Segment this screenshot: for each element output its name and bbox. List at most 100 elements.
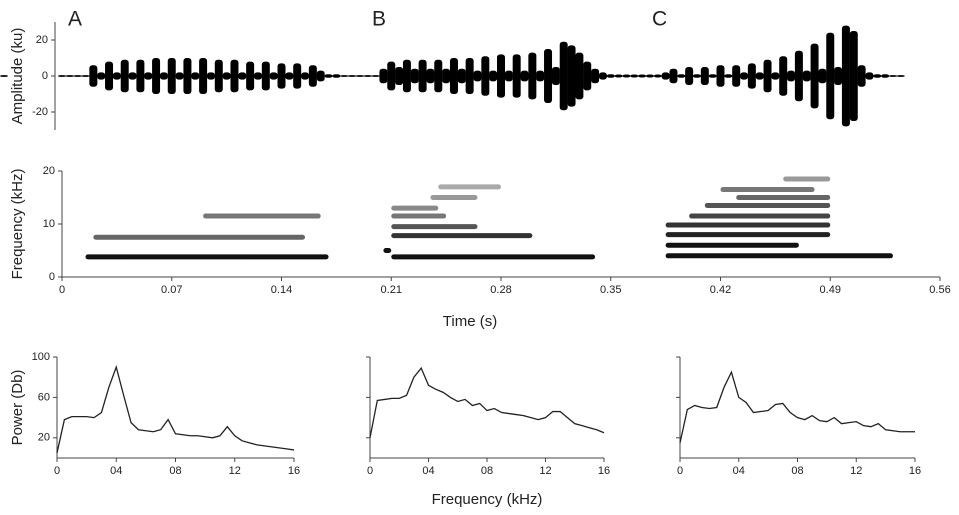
harmonic-band [665, 242, 799, 248]
amplitude-bar [167, 58, 176, 94]
x-tick-label: 08 [481, 465, 493, 477]
amplitude-bar [246, 61, 255, 91]
amplitude-bar [144, 72, 153, 80]
amplitude-bar [583, 61, 592, 91]
x-tick-label: 04 [733, 465, 745, 477]
amplitude-bar [622, 74, 631, 78]
harmonic-band [720, 187, 815, 193]
amplitude-bar [175, 72, 184, 80]
amplitude-bar [316, 70, 325, 82]
y-tick-label: 100 [32, 351, 50, 363]
amplitude-bar [857, 65, 866, 87]
amplitude-bar [301, 72, 310, 80]
y-tick-label: 0 [49, 271, 55, 283]
amplitude-bar [575, 52, 584, 100]
harmonic-band [391, 254, 596, 260]
amplitude-bar [700, 67, 709, 85]
amplitude-bar [473, 70, 482, 82]
x-tick-label: 16 [909, 465, 921, 477]
amplitude-bar [261, 61, 270, 91]
amplitude-bar [544, 49, 553, 103]
panel-label: C [652, 8, 667, 31]
amplitude-bar [677, 74, 686, 78]
harmonic-band [391, 213, 447, 219]
amplitude-bar [348, 75, 357, 77]
y-tick-label: 20 [36, 34, 48, 46]
harmonic-band [93, 234, 306, 240]
y-tick-label: 10 [43, 218, 55, 230]
amplitude-bar [567, 45, 576, 107]
x-tick-label: 0.35 [600, 284, 621, 296]
amplitude-bar [152, 58, 161, 94]
harmonic-band [665, 253, 893, 259]
x-tick-label: 08 [791, 465, 803, 477]
x-tick-label: 16 [288, 465, 300, 477]
amplitude-bar [669, 68, 678, 84]
amplitude-bar [692, 74, 701, 78]
amplitude-bar [559, 41, 568, 111]
amplitude-bar [520, 70, 529, 82]
x-tick-label: 0 [59, 284, 65, 296]
amplitude-bar [512, 54, 521, 98]
amplitude-bar [802, 70, 811, 82]
y-tick-label: -20 [32, 106, 48, 118]
amplitude-bar [0, 75, 8, 77]
amplitude-bar [332, 74, 341, 78]
amplitude-bar [708, 74, 717, 78]
amplitude-bar [740, 72, 749, 80]
amplitude-bar [136, 59, 145, 93]
harmonic-band [689, 213, 831, 219]
amplitude-bar [755, 72, 764, 80]
harmonic-band [203, 213, 321, 219]
amplitude-bar [379, 68, 388, 84]
y-tick-label: 60 [38, 391, 50, 403]
amplitude-bar [434, 59, 443, 93]
harmonic-band [438, 184, 501, 190]
amplitude-bar [355, 75, 364, 77]
y-axis-label: Amplitude (ku) [9, 28, 26, 125]
amplitude-bar [402, 59, 411, 93]
amplitude-bar [159, 72, 168, 80]
amplitude-bar [481, 56, 490, 96]
amplitude-bar [551, 67, 560, 85]
harmonic-band [85, 254, 329, 260]
amplitude-bar [285, 72, 294, 80]
x-tick-label: 0.28 [490, 284, 511, 296]
amplitude-bar [58, 75, 66, 77]
y-tick-label: 0 [42, 70, 48, 82]
amplitude-bar [888, 75, 897, 77]
amplitude-bar [787, 70, 796, 82]
x-tick-label: 0.21 [381, 284, 402, 296]
amplitude-bar [873, 74, 882, 78]
amplitude-bar [105, 61, 114, 91]
x-tick-label: 12 [850, 465, 862, 477]
x-tick-label: 08 [169, 465, 181, 477]
y-axis-label: Power (Db) [9, 370, 26, 446]
amplitude-bar [395, 67, 404, 85]
amplitude-bar [449, 58, 458, 94]
amplitude-bar [504, 70, 513, 82]
amplitude-bar [214, 59, 223, 93]
amplitude-bar [591, 68, 600, 84]
x-tick-label: 12 [539, 465, 551, 477]
amplitude-bar [128, 72, 137, 80]
amplitude-bar [896, 75, 905, 77]
amplitude-bar [89, 65, 98, 87]
amplitude-bar [638, 74, 647, 78]
amplitude-bar [724, 74, 733, 78]
harmonic-band [665, 232, 831, 238]
y-tick-label: 20 [38, 432, 50, 444]
y-axis-label: Frequency (kHz) [9, 169, 26, 280]
amplitude-bar [497, 54, 505, 98]
amplitude-bar [371, 75, 380, 77]
amplitude-bar [222, 72, 231, 80]
harmonic-band [383, 248, 392, 253]
amplitude-bar [818, 68, 827, 84]
amplitude-bar [442, 68, 451, 84]
amplitude-bar [206, 72, 215, 80]
harmonic-band [430, 195, 478, 200]
harmonic-band [783, 176, 831, 182]
amplitude-bar [598, 72, 607, 80]
amplitude-bar [834, 67, 843, 85]
x-tick-label: 04 [422, 465, 434, 477]
